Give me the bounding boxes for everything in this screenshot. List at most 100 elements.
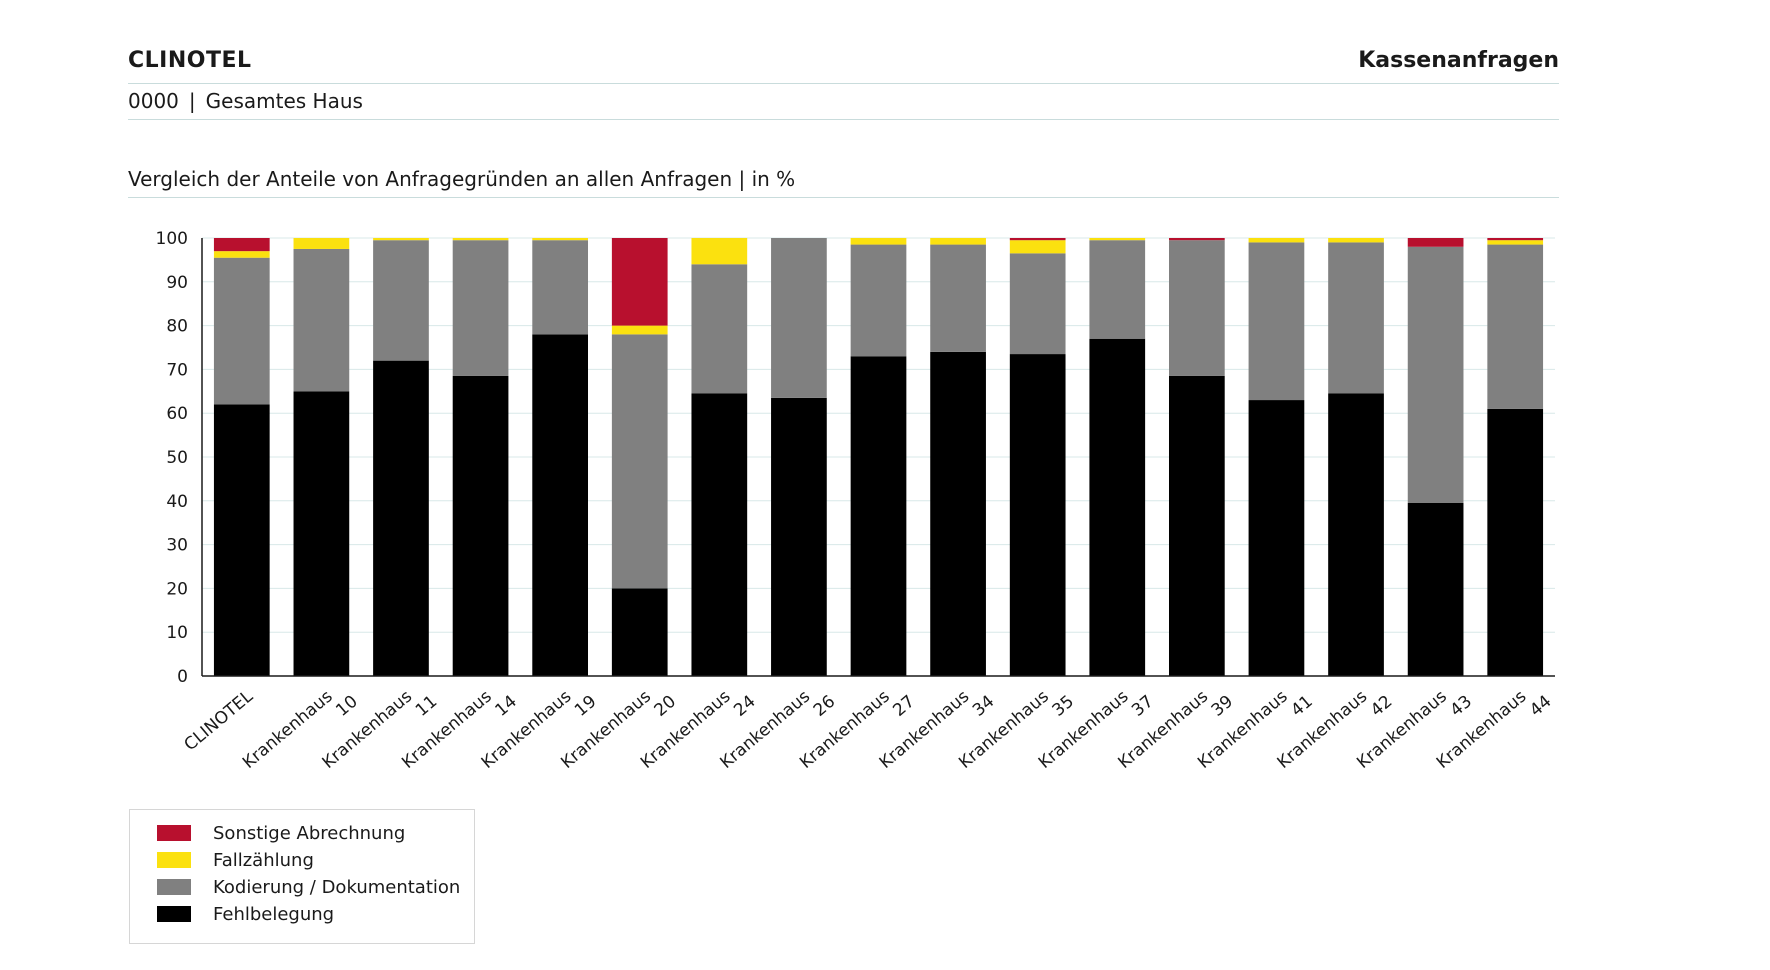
- bar-segment-fehlbelegung: [1487, 408, 1544, 676]
- y-tick-label: 20: [166, 579, 188, 599]
- legend-swatch-fehlbelegung: [157, 906, 191, 922]
- x-tick-label-line: 43: [1447, 692, 1476, 721]
- bar-segment-kodierung: [373, 240, 429, 361]
- bar-segment-kodierung: [1248, 242, 1305, 401]
- x-tick-label: Krankenhaus26: [717, 676, 840, 788]
- x-tick-label: Krankenhaus14: [398, 676, 521, 788]
- x-tick-label: Krankenhaus39: [1114, 676, 1237, 788]
- x-tick-label: Krankenhaus10: [239, 676, 362, 788]
- bar-segment-fallzaehlung: [452, 238, 509, 241]
- bar-segment-sonstige: [213, 238, 270, 252]
- x-tick-label: Krankenhaus11: [319, 676, 442, 788]
- bar-segment-fallzaehlung: [293, 238, 350, 249]
- bar-segment-kodierung: [771, 238, 827, 398]
- brand-title: CLINOTEL: [128, 48, 252, 73]
- x-tick-label-line: 11: [412, 692, 441, 721]
- x-tick-label-line: 39: [1208, 692, 1237, 721]
- bar-segment-fehlbelegung: [1248, 400, 1305, 676]
- bar-segment-fehlbelegung: [771, 397, 827, 676]
- report-title: Kassenanfragen: [1358, 48, 1559, 73]
- bar-segment-kodierung: [1328, 242, 1384, 394]
- bar-segment-fallzaehlung: [1089, 238, 1146, 241]
- bar-segment-sonstige: [1168, 238, 1225, 241]
- y-tick-label: 30: [166, 536, 188, 556]
- x-tick-label-line: 44: [1526, 692, 1555, 721]
- legend-item-fehlbelegung: Fehlbelegung: [157, 903, 334, 925]
- legend-label: Sonstige Abrechnung: [213, 822, 406, 844]
- x-tick-label-line: 37: [1128, 692, 1157, 721]
- bar-segment-kodierung: [1487, 244, 1544, 409]
- x-tick-label-line: 41: [1287, 692, 1316, 721]
- chart-legend: Sonstige Abrechnung Fallzählung Kodierun…: [129, 809, 475, 944]
- x-tick-label: CLINOTEL: [181, 686, 258, 755]
- bar-segment-kodierung: [1407, 246, 1464, 503]
- legend-swatch-kodierung: [157, 879, 191, 895]
- x-tick-label: Krankenhaus43: [1353, 676, 1476, 788]
- bar-segment-kodierung: [1168, 240, 1225, 376]
- bar-segment-fehlbelegung: [373, 360, 429, 676]
- bar-segment-sonstige: [1009, 238, 1066, 241]
- x-tick-label-line: 34: [969, 692, 998, 721]
- bar-segment-fallzaehlung: [213, 251, 270, 258]
- y-tick-label: 40: [166, 492, 188, 512]
- y-tick-label: 50: [166, 448, 188, 468]
- bar-segment-sonstige: [1487, 238, 1544, 241]
- y-tick-label: 10: [166, 623, 188, 643]
- bar-segment-fallzaehlung: [1248, 238, 1305, 243]
- y-tick-label: 90: [166, 273, 188, 293]
- bar-segment-fehlbelegung: [213, 404, 270, 676]
- x-tick-label: Krankenhaus34: [876, 676, 999, 788]
- legend-swatch-fallzaehlung: [157, 852, 191, 868]
- x-tick-label: Krankenhaus41: [1194, 676, 1317, 788]
- unit-code: 0000: [128, 89, 179, 113]
- legend-item-kodierung: Kodierung / Dokumentation: [157, 876, 460, 898]
- chart-title: Vergleich der Anteile von Anfragegründen…: [128, 167, 796, 191]
- x-tick-label-line: 14: [491, 692, 520, 721]
- y-tick-label: 80: [166, 317, 188, 337]
- bar-segment-sonstige: [611, 238, 668, 326]
- bar-segment-fallzaehlung: [373, 238, 429, 241]
- header-divider: [128, 83, 1559, 84]
- bar-segment-fehlbelegung: [1328, 393, 1384, 676]
- bar-segment-kodierung: [532, 240, 589, 335]
- bar-segment-sonstige: [1407, 238, 1464, 247]
- bar-segment-fehlbelegung: [850, 356, 907, 676]
- legend-item-sonstige: Sonstige Abrechnung: [157, 822, 405, 844]
- unit-separator: |: [188, 89, 196, 113]
- bar-segment-fallzaehlung: [850, 238, 907, 245]
- y-tick-label: 100: [156, 229, 188, 249]
- x-tick-label: Krankenhaus42: [1274, 676, 1397, 788]
- y-tick-label: 70: [166, 360, 188, 380]
- x-tick-label: Krankenhaus37: [1035, 676, 1158, 788]
- bar-segment-fallzaehlung: [1328, 238, 1384, 243]
- bar-segment-fallzaehlung: [1487, 240, 1544, 245]
- x-tick-label: Krankenhaus35: [955, 676, 1078, 788]
- bar-segment-fehlbelegung: [452, 375, 509, 676]
- bar-segment-kodierung: [452, 240, 509, 376]
- x-tick-label-line: 42: [1367, 692, 1396, 721]
- bar-segment-fehlbelegung: [930, 351, 986, 676]
- bar-segment-fallzaehlung: [930, 238, 986, 245]
- bar-segment-fehlbelegung: [532, 334, 589, 676]
- unit-name: Gesamtes Haus: [205, 89, 363, 113]
- x-tick-label-line: 24: [730, 692, 759, 721]
- bar-segment-fallzaehlung: [691, 238, 748, 265]
- x-tick-label: Krankenhaus24: [637, 676, 760, 788]
- x-tick-label-line: 27: [889, 692, 918, 721]
- y-tick-label: 60: [166, 404, 188, 424]
- x-tick-label: Krankenhaus44: [1433, 676, 1556, 788]
- bar-segment-fallzaehlung: [611, 325, 668, 335]
- x-tick-label-line: 35: [1049, 692, 1078, 721]
- bar-segment-kodierung: [930, 244, 986, 352]
- x-tick-label-line: 19: [571, 692, 600, 721]
- x-tick-label: Krankenhaus27: [796, 676, 919, 788]
- x-tick-label-line: 10: [332, 692, 361, 721]
- legend-swatch-sonstige: [157, 825, 191, 841]
- bar-segment-kodierung: [293, 248, 350, 392]
- x-tick-label-line: 20: [651, 692, 680, 721]
- bar-segment-fehlbelegung: [1168, 375, 1225, 676]
- bar-segment-kodierung: [1089, 240, 1146, 339]
- bar-segment-fehlbelegung: [691, 393, 748, 676]
- legend-label: Fehlbelegung: [213, 903, 335, 925]
- legend-item-fallzaehlung: Fallzählung: [157, 849, 314, 871]
